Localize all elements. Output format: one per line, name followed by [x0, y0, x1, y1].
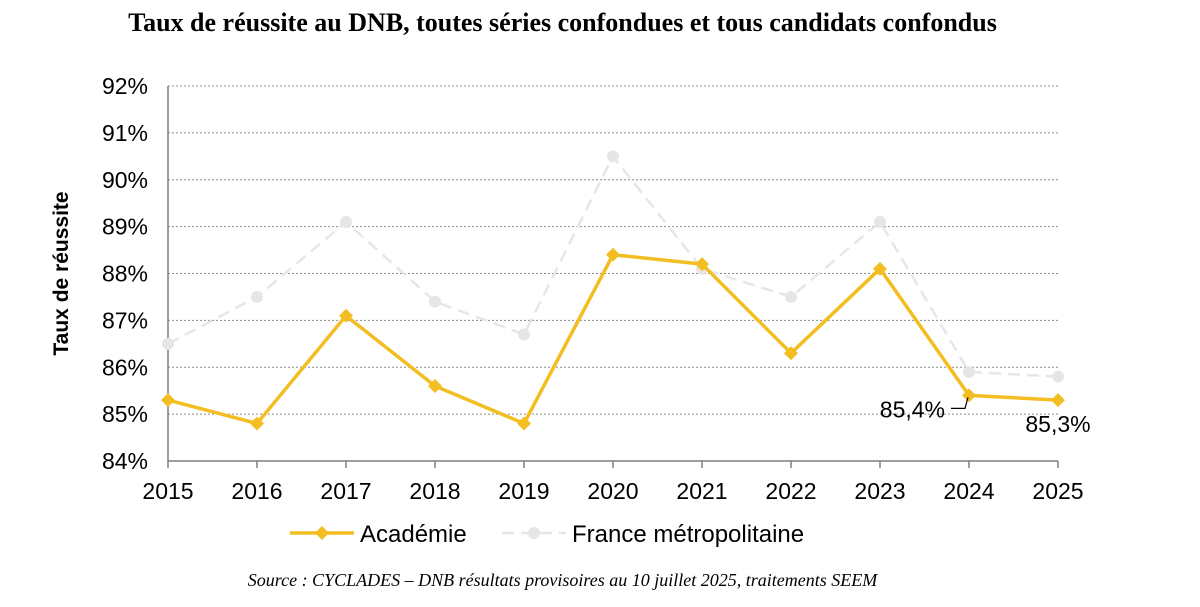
- data-point: [162, 337, 174, 350]
- data-point: [251, 290, 263, 303]
- data-point: [340, 215, 352, 228]
- x-tick-label: 2025: [1032, 478, 1083, 504]
- data-label-leader: [951, 397, 969, 409]
- source-note: Source : CYCLADES – DNB résultats provis…: [247, 570, 878, 590]
- chart-title: Taux de réussite au DNB, toutes séries c…: [128, 8, 997, 37]
- data-point: [785, 290, 797, 303]
- y-tick-label: 90%: [102, 167, 148, 193]
- y-tick-label: 89%: [102, 214, 148, 240]
- x-tick-label: 2024: [943, 478, 994, 504]
- data-point: [518, 328, 530, 341]
- data-point: [250, 416, 264, 431]
- data-point: [1051, 393, 1065, 408]
- data-point: [963, 365, 975, 378]
- x-tick-label: 2016: [231, 478, 282, 504]
- data-point: [874, 215, 886, 228]
- y-tick-label: 91%: [102, 120, 148, 146]
- data-labels: 85,4% 85,3%: [880, 396, 1091, 437]
- legend-label: France métropolitaine: [572, 521, 804, 548]
- legend: Académie France métropolitaine: [290, 521, 804, 548]
- data-point: [161, 393, 175, 408]
- x-tick-label: 2017: [320, 478, 371, 504]
- legend-marker: [528, 527, 540, 539]
- legend-item: France métropolitaine: [502, 521, 804, 548]
- data-point: [517, 416, 531, 431]
- x-tick-label: 2019: [498, 478, 549, 504]
- data-point: [695, 257, 709, 272]
- series-line: [167, 155, 1059, 378]
- y-tick-label: 84%: [102, 448, 148, 474]
- y-axis-ticks: 84% 85% 86% 87% 88% 89% 90% 91% 92%: [102, 73, 148, 474]
- data-point: [429, 295, 441, 308]
- grid-lines: [168, 85, 1058, 415]
- data-point: [784, 346, 798, 361]
- y-tick-label: 87%: [102, 307, 148, 333]
- data-point: [428, 379, 442, 393]
- data-point: [606, 247, 620, 262]
- legend-marker: [315, 526, 329, 540]
- data-point: [1052, 370, 1064, 383]
- data-label: 85,3%: [1025, 411, 1090, 437]
- data-point: [962, 388, 976, 403]
- legend-item: Académie: [290, 521, 467, 548]
- y-axis-label: Taux de réussite: [50, 191, 73, 355]
- x-tick-label: 2020: [587, 478, 638, 504]
- x-axis-ticks: 2015 2016 2017 2018 2019 2020 2021 2022 2023 2024…: [142, 461, 1084, 504]
- series-layer: [161, 150, 1065, 431]
- x-tick-label: 2015: [142, 478, 193, 504]
- data-point: [873, 261, 887, 276]
- y-tick-label: 86%: [102, 354, 148, 380]
- x-tick-label: 2022: [765, 478, 816, 504]
- y-tick-label: 85%: [102, 401, 148, 427]
- data-label: 85,4%: [880, 396, 945, 422]
- legend-label: Académie: [360, 521, 467, 548]
- y-tick-label: 88%: [102, 261, 148, 287]
- x-tick-label: 2021: [676, 478, 727, 504]
- x-tick-label: 2023: [854, 478, 905, 504]
- data-point: [339, 308, 353, 323]
- x-tick-label: 2018: [409, 478, 460, 504]
- y-tick-label: 92%: [102, 73, 148, 99]
- data-point: [607, 150, 619, 163]
